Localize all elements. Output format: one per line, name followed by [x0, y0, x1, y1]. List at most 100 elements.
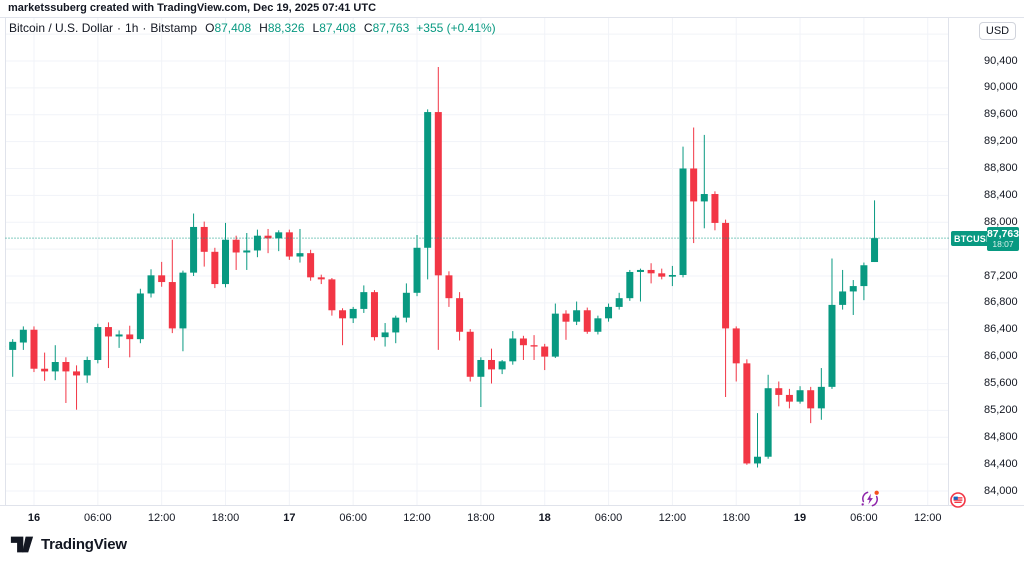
time-tick-label: 18:00 [467, 512, 495, 524]
candle-body [392, 317, 400, 333]
candle-body [871, 238, 879, 263]
candle-body [5, 345, 6, 347]
price-tick-label: 85,600 [984, 377, 1018, 389]
candle-body [179, 272, 187, 329]
time-tick-label: 06:00 [339, 512, 367, 524]
candles-layer [5, 67, 879, 468]
price-change: +355 (+0.41%) [416, 21, 496, 35]
candle-body [700, 194, 708, 202]
candle-body [136, 293, 144, 340]
time-tick-label: 12:00 [913, 512, 942, 524]
ohlc-open: O87,408 [205, 21, 252, 35]
time-tick-label: 18 [538, 512, 551, 524]
candle-body [349, 308, 357, 319]
price-tick-label: 84,800 [984, 430, 1018, 443]
candle-body [275, 232, 283, 239]
candle-body [339, 310, 347, 319]
time-tick-label: 19 [793, 512, 807, 524]
candle-body [402, 292, 410, 318]
tradingview-logo[interactable]: TradingView [10, 536, 127, 553]
candle-body [849, 286, 857, 292]
candle-body [456, 298, 464, 332]
candle-body [807, 390, 815, 409]
candle-body [381, 332, 389, 338]
candle-body [296, 253, 304, 257]
symbol-legend: Bitcoin / U.S. Dollar · 1h · Bitstamp O8… [9, 21, 496, 35]
ohlc-high: H88,326 [259, 21, 305, 35]
candle-body [158, 275, 166, 283]
ohlc-close: C87,763 [363, 21, 410, 35]
candle-body [200, 226, 208, 252]
candle-body [307, 253, 315, 278]
candle-body [658, 273, 666, 277]
candle-body [264, 235, 272, 239]
time-tick-label: 18:00 [722, 512, 750, 524]
price-tick-label: 86,000 [984, 350, 1018, 363]
candle-body [328, 279, 336, 311]
candle-body [126, 334, 134, 340]
symbol-title[interactable]: Bitcoin / U.S. Dollar [9, 21, 114, 35]
price-tick-label: 85,200 [984, 403, 1018, 416]
time-tick-label: 12:00 [403, 512, 431, 524]
price-tick-label: 90,400 [984, 54, 1018, 67]
time-tick-label: 18:00 [211, 512, 240, 524]
price-tick-label: 90,000 [984, 81, 1018, 94]
last-price-value: 87,763 [986, 228, 1020, 240]
candle-body [360, 292, 368, 309]
candle-body [732, 328, 740, 364]
tradingview-logo-text: TradingView [41, 536, 127, 553]
price-tick-label: 84,000 [984, 484, 1018, 497]
last-price-badge: 87,763 18:07 [987, 227, 1019, 251]
candle-body [73, 371, 81, 376]
candle-body [519, 338, 527, 346]
candle-body [668, 274, 676, 277]
price-tick-label: 88,800 [984, 162, 1018, 174]
candle-body [509, 338, 517, 362]
candle-body [477, 359, 485, 377]
candle-body [488, 359, 495, 370]
time-tick-label: 06:00 [850, 512, 878, 524]
candle-body [94, 327, 102, 360]
candle-body [562, 313, 570, 322]
candle-body [51, 362, 59, 372]
live-stream-refresh-icon[interactable] [860, 489, 880, 509]
candle-body [190, 226, 198, 273]
candle-body [211, 251, 219, 285]
candle-body [30, 329, 38, 369]
tradingview-logo-mark [10, 536, 34, 553]
interval-label[interactable]: 1h [125, 21, 139, 35]
candle-body [785, 394, 793, 402]
legend-separator: · [142, 21, 147, 35]
candle-body [445, 275, 453, 299]
exchange-label: Bitstamp [150, 21, 198, 35]
candle-body [253, 235, 261, 251]
legend-separator: · [117, 21, 122, 35]
price-tick-label: 87,200 [984, 269, 1018, 282]
candle-body [168, 282, 176, 329]
currency-usd-button[interactable]: USD [979, 22, 1016, 40]
candle-body [104, 327, 112, 337]
candle-body [690, 168, 698, 202]
candle-body [817, 386, 825, 409]
us-economic-event-icon[interactable] [950, 492, 966, 508]
candle-body [147, 275, 155, 294]
attribution-text: marketssuberg created with TradingView.c… [8, 2, 377, 14]
price-tick-label: 84,400 [984, 457, 1018, 470]
candle-body [285, 232, 293, 257]
candle-body [498, 361, 506, 370]
candle-body [636, 269, 644, 272]
price-tick-label: 89,600 [984, 108, 1018, 121]
time-tick-label: 12:00 [147, 512, 176, 524]
candle-body [573, 310, 581, 322]
candle-body [413, 247, 421, 293]
candle-body [796, 390, 804, 402]
candle-body [62, 362, 70, 372]
candle-body [530, 345, 538, 347]
candle-body [605, 306, 613, 319]
candle-body [551, 313, 559, 357]
candle-body [19, 329, 27, 343]
candle-body [115, 334, 123, 337]
candle-body [83, 359, 91, 376]
candle-body [434, 112, 442, 276]
